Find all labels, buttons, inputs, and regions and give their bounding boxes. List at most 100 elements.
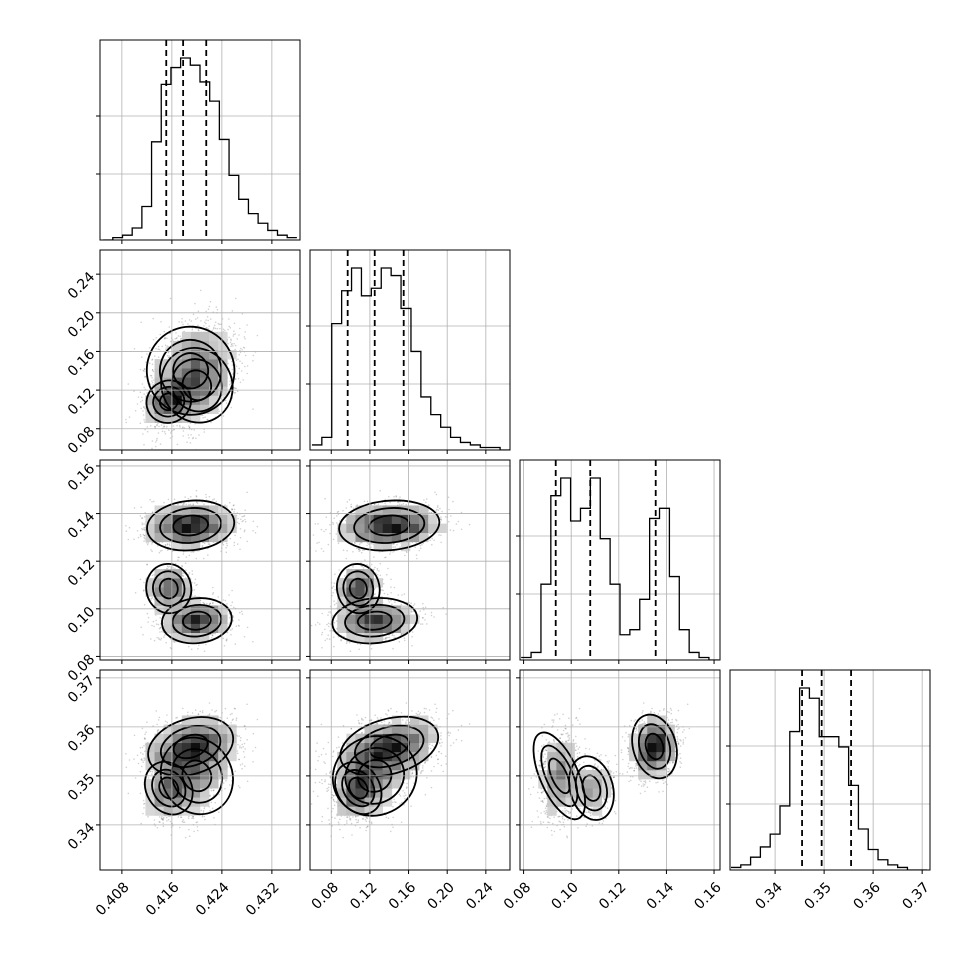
- scatter-point: [164, 344, 167, 347]
- scatter-point: [150, 549, 152, 551]
- scatter-point: [256, 334, 259, 337]
- density-cell: [154, 359, 164, 369]
- scatter-point: [195, 557, 198, 560]
- scatter-point: [195, 501, 198, 504]
- scatter-point: [206, 419, 208, 421]
- scatter-point: [150, 597, 153, 600]
- scatter-point: [205, 310, 207, 313]
- scatter-point: [252, 408, 254, 410]
- scatter-point: [125, 530, 128, 532]
- scatter-point: [152, 317, 154, 320]
- scatter-point: [207, 319, 209, 322]
- scatter-point: [154, 425, 157, 428]
- scatter-point: [229, 537, 232, 540]
- scatter-point: [209, 300, 212, 303]
- scatter-point: [133, 390, 135, 392]
- scatter-point: [143, 534, 146, 537]
- scatter-point: [128, 416, 131, 418]
- scatter-point: [203, 503, 205, 506]
- scatter-point: [175, 337, 178, 340]
- scatter-point: [241, 515, 243, 518]
- scatter-point: [146, 542, 148, 544]
- scatter-point: [156, 424, 158, 426]
- scatter-point: [232, 345, 234, 347]
- scatter-point: [203, 602, 205, 605]
- scatter-point: [151, 363, 154, 366]
- scatter-point: [169, 632, 172, 635]
- scatter-point: [233, 508, 236, 511]
- scatter-point: [174, 338, 176, 340]
- scatter-point: [151, 369, 154, 371]
- scatter-point: [166, 543, 169, 546]
- scatter-point: [233, 330, 235, 333]
- scatter-point: [143, 527, 145, 529]
- scatter-point: [234, 378, 237, 380]
- density-cell: [181, 377, 192, 387]
- scatter-point: [145, 361, 147, 364]
- contour-0-1: [152, 385, 186, 418]
- scatter-point: [156, 545, 159, 547]
- scatter-point: [134, 409, 137, 412]
- scatter-point: [193, 429, 195, 431]
- scatter-point: [238, 619, 240, 621]
- scatter-point: [196, 583, 198, 586]
- scatter-point: [139, 578, 142, 581]
- scatter-point: [154, 427, 157, 429]
- scatter-point: [142, 414, 145, 416]
- scatter-point: [202, 416, 204, 419]
- scatter-point: [238, 625, 240, 627]
- scatter-point: [149, 498, 151, 501]
- scatter-point: [230, 344, 233, 346]
- scatter-point: [159, 627, 162, 629]
- scatter-point: [159, 626, 162, 629]
- scatter-point: [205, 326, 208, 329]
- scatter-point: [190, 434, 192, 436]
- scatter-point: [227, 328, 229, 331]
- scatter-point: [228, 616, 231, 619]
- scatter-point: [158, 348, 161, 351]
- scatter-point: [143, 368, 146, 370]
- scatter-point: [229, 380, 231, 383]
- scatter-point: [178, 424, 181, 427]
- scatter-point: [152, 370, 155, 373]
- scatter-point: [143, 406, 145, 408]
- scatter-point: [229, 327, 232, 329]
- scatter-point: [166, 425, 168, 428]
- scatter-point: [188, 426, 191, 429]
- hist-panel-0: [96, 40, 300, 240]
- scatter-point: [143, 523, 145, 525]
- scatter-point: [128, 526, 131, 529]
- density-cell: [145, 413, 155, 424]
- scatter-point: [205, 322, 207, 325]
- scatter-point: [211, 634, 214, 636]
- scatter-point: [192, 551, 195, 553]
- scatter-point: [227, 342, 229, 345]
- scatter-point: [231, 508, 234, 511]
- scatter-point: [231, 360, 233, 363]
- scatter-point: [151, 447, 153, 450]
- scatter-point: [214, 321, 217, 324]
- scatter-point: [252, 640, 254, 643]
- scatter-point: [235, 387, 238, 390]
- scatter-point: [233, 342, 235, 345]
- scatter-point: [235, 625, 238, 627]
- density-cell: [163, 413, 174, 424]
- density-cell: [190, 331, 201, 342]
- scatter-point: [183, 572, 185, 574]
- scatter-point: [186, 441, 188, 444]
- scatter-point: [203, 325, 205, 327]
- scatter-point: [180, 337, 183, 340]
- scatter-point: [227, 362, 229, 365]
- scatter-point: [143, 540, 145, 542]
- scatter-point: [151, 358, 154, 361]
- scatter-point: [151, 440, 154, 442]
- contour-2-1: [159, 339, 223, 403]
- scatter-point: [231, 364, 234, 366]
- scatter-point: [153, 355, 156, 358]
- scatter-point: [167, 498, 170, 501]
- scatter-point: [212, 592, 215, 594]
- scatter-point: [203, 431, 206, 433]
- scatter-point: [152, 379, 155, 381]
- scatter-point: [146, 563, 148, 566]
- scatter-point: [180, 338, 182, 340]
